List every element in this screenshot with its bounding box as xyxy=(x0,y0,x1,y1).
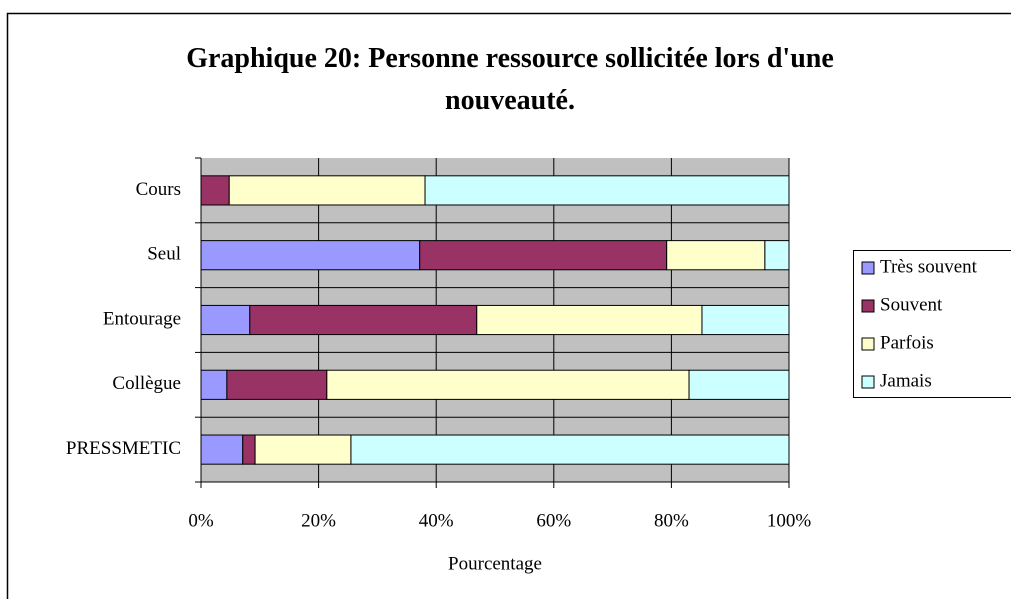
x-tick-label: 100% xyxy=(767,510,812,531)
y-tick-label: Cours xyxy=(136,179,181,200)
bar-segment xyxy=(249,304,478,336)
bar-segment xyxy=(242,434,256,465)
y-tick-label: Entourage xyxy=(103,308,181,329)
bar-segment xyxy=(228,175,426,206)
legend-swatch xyxy=(861,299,875,313)
bar-segment xyxy=(226,369,328,400)
x-tick-label: 0% xyxy=(188,510,214,531)
x-tick-label: 80% xyxy=(654,510,689,531)
bar-segment xyxy=(200,434,244,465)
bar-segment xyxy=(476,304,703,336)
bar-segment xyxy=(424,175,790,206)
legend-label: Parfois xyxy=(880,332,934,353)
y-tick-label: Seul xyxy=(147,244,181,265)
x-tick-label: 40% xyxy=(419,510,454,531)
legend-label: Très souvent xyxy=(880,256,978,277)
bar-segment xyxy=(200,304,251,336)
bar-segment xyxy=(666,240,766,271)
bar-segment xyxy=(419,240,668,271)
legend-label: Jamais xyxy=(880,370,932,391)
legend-swatch xyxy=(861,337,875,351)
legend-label: Souvent xyxy=(880,294,943,315)
bar-segment xyxy=(200,240,421,271)
bar-segment xyxy=(200,175,230,206)
bar-segment xyxy=(254,434,352,465)
bar-segment xyxy=(350,434,790,465)
bar-segment xyxy=(764,240,790,271)
legend xyxy=(853,250,1011,398)
bar-segment xyxy=(200,369,228,400)
legend-swatch xyxy=(861,261,875,275)
y-tick-label: Collègue xyxy=(112,373,181,394)
x-axis-label: Pourcentage xyxy=(448,553,542,574)
y-tick-label: PRESSMETIC xyxy=(66,438,181,459)
bar-segment xyxy=(326,369,690,400)
x-tick-label: 60% xyxy=(536,510,571,531)
bar-segment xyxy=(701,304,790,336)
chart-title: Graphique 20: Personne ressource sollici… xyxy=(186,43,834,116)
x-tick-label: 20% xyxy=(301,510,336,531)
bar-segment xyxy=(688,369,790,400)
legend-swatch xyxy=(861,375,875,389)
